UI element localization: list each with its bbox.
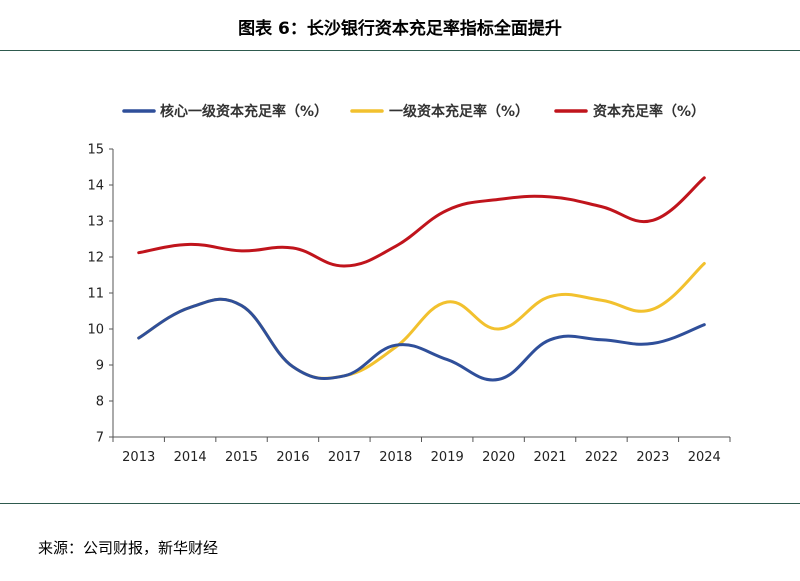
y-tick-label: 7 (96, 431, 104, 446)
legend-tier1-label: 一级资本充足率（%） (389, 103, 529, 120)
total-capital-series-line (137, 176, 706, 268)
y-tick-label: 13 (87, 215, 104, 230)
chart-series (137, 176, 706, 382)
x-tick-label: 2021 (533, 450, 566, 465)
chart-axes: 7 8 9 10 11 12 13 14 15 2013 2014 2015 2016 2017 2018 2… (87, 143, 731, 465)
y-tick-label: 10 (87, 323, 104, 338)
source-note: 来源：公司财报，新华财经 (38, 539, 219, 557)
x-tick-label: 2020 (482, 450, 515, 465)
x-tick-label: 2019 (431, 450, 464, 465)
x-tick-label: 2024 (688, 450, 721, 465)
top-divider (0, 50, 800, 51)
bottom-divider (0, 503, 800, 504)
legend-core-tier1-label: 核心一级资本充足率（%） (160, 103, 328, 120)
x-tick-label: 2013 (122, 450, 155, 465)
y-tick-label: 12 (87, 251, 104, 266)
y-tick-label: 8 (96, 395, 104, 410)
y-tick-label: 11 (87, 287, 104, 302)
core-tier1-series-line (137, 297, 706, 382)
figure-title: 图表 6：长沙银行资本充足率指标全面提升 (238, 19, 562, 39)
y-tick-label: 15 (87, 143, 104, 158)
y-tick-label: 9 (96, 359, 104, 374)
x-tick-label: 2014 (174, 450, 207, 465)
x-tick-label: 2015 (225, 450, 258, 465)
x-tick-label: 2022 (585, 450, 618, 465)
tier1-series-line (137, 261, 706, 380)
x-tick-label: 2016 (276, 450, 309, 465)
x-tick-label: 2018 (379, 450, 412, 465)
chart-legend: 核心一级资本充足率（%） 一级资本充足率（%） 资本充足率（%） (122, 103, 705, 120)
x-tick-label: 2023 (636, 450, 669, 465)
line-chart: 核心一级资本充足率（%） 一级资本充足率（%） 资本充足率（%） 7 8 9 10 11 12… (87, 103, 731, 465)
x-tick-label: 2017 (328, 450, 361, 465)
y-tick-label: 14 (87, 179, 104, 194)
legend-total-capital-label: 资本充足率（%） (593, 103, 705, 120)
